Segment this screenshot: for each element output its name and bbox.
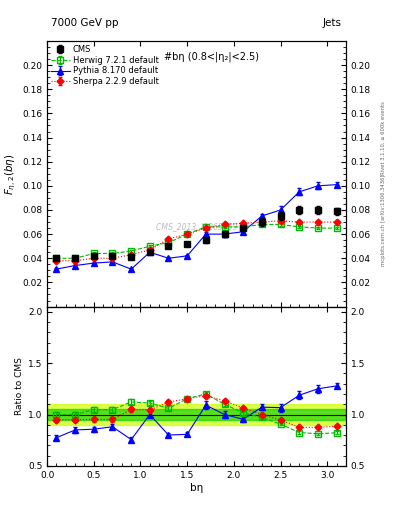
Text: CMS_2013  I1265659: CMS_2013 I1265659	[156, 222, 237, 231]
Bar	[47, 404, 346, 425]
Text: Rivet 3.1.10, ≥ 600k events: Rivet 3.1.10, ≥ 600k events	[381, 101, 386, 175]
Text: Jets: Jets	[323, 18, 342, 28]
X-axis label: bη: bη	[190, 482, 203, 493]
Y-axis label: $F_{\eta,2}(b\eta)$: $F_{\eta,2}(b\eta)$	[4, 153, 18, 195]
Y-axis label: Ratio to CMS: Ratio to CMS	[15, 357, 24, 415]
Bar	[47, 410, 346, 420]
Text: #bη (0.8<|η₂|<2.5): #bη (0.8<|η₂|<2.5)	[164, 52, 259, 62]
Text: 7000 GeV pp: 7000 GeV pp	[51, 18, 119, 28]
Text: mcplots.cern.ch [arXiv:1306.3436]: mcplots.cern.ch [arXiv:1306.3436]	[381, 175, 386, 266]
Legend: CMS, Herwig 7.2.1 default, Pythia 8.170 default, Sherpa 2.2.9 default: CMS, Herwig 7.2.1 default, Pythia 8.170 …	[50, 44, 160, 88]
